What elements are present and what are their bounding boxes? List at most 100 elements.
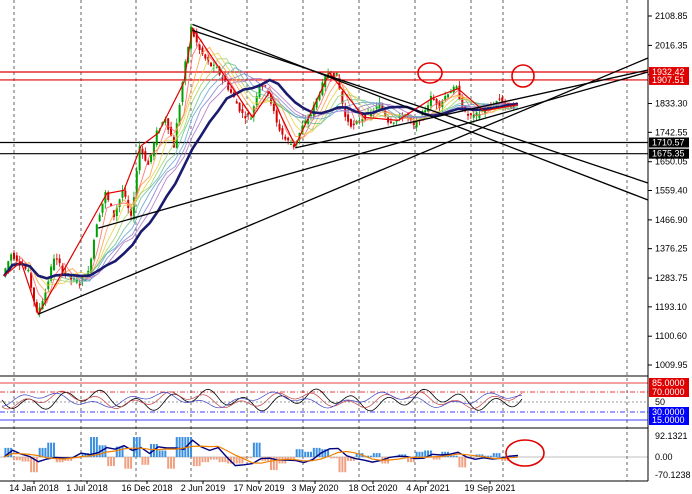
candle-body bbox=[467, 114, 470, 116]
candle-body bbox=[495, 101, 498, 104]
candle-body bbox=[424, 110, 427, 113]
macd-histogram-bar bbox=[335, 457, 338, 459]
macd-histogram-bar bbox=[427, 450, 430, 457]
macd-histogram-bar bbox=[50, 442, 53, 457]
price-panel-bg bbox=[0, 0, 648, 376]
rsi-level-badge bbox=[649, 415, 689, 425]
horizontal-gridlines bbox=[0, 71, 648, 155]
candle-body bbox=[150, 154, 153, 162]
candle-body bbox=[10, 254, 13, 261]
trend-line[interactable] bbox=[192, 29, 649, 184]
highlight-circle[interactable] bbox=[417, 62, 443, 84]
candle-body bbox=[52, 258, 55, 271]
candle-body bbox=[61, 265, 64, 273]
macd-histogram-bar bbox=[181, 437, 184, 457]
candle-body bbox=[95, 224, 98, 238]
x-tick-label: 3 May 2020 bbox=[291, 483, 338, 493]
candle-body bbox=[195, 33, 198, 43]
candle-body bbox=[384, 110, 387, 117]
macd-histogram-bar bbox=[192, 457, 195, 467]
macd-panel-bg bbox=[0, 429, 648, 481]
candle-body bbox=[261, 85, 264, 88]
x-tick-label: 1 Jul 2018 bbox=[66, 483, 108, 493]
candle-body bbox=[210, 62, 213, 67]
macd-histogram-bar bbox=[90, 437, 93, 457]
candle-body bbox=[24, 265, 27, 269]
macd-histogram-bar bbox=[358, 453, 361, 457]
macd-histogram-bar bbox=[138, 437, 141, 457]
macd-histogram-bar bbox=[404, 454, 407, 457]
macd-histogram-bar bbox=[124, 457, 127, 469]
candle-body bbox=[349, 119, 352, 127]
candle-body bbox=[455, 86, 458, 89]
candle-body bbox=[447, 94, 450, 98]
macd-histogram-bar bbox=[118, 446, 121, 457]
rsi-level-label: 70.0000 bbox=[652, 387, 685, 397]
macd-histogram-bar bbox=[412, 457, 415, 463]
candle-body bbox=[172, 136, 175, 148]
macd-histogram-bar bbox=[52, 442, 55, 457]
macd-histogram-bar bbox=[150, 443, 153, 457]
macd-histogram-bar bbox=[269, 457, 272, 471]
macd-histogram-bar bbox=[204, 457, 207, 463]
trend-line[interactable] bbox=[98, 71, 649, 229]
macd-histogram-bar bbox=[70, 457, 73, 461]
candle-body bbox=[501, 97, 504, 103]
candle-body bbox=[338, 77, 341, 90]
macd-histogram-bar bbox=[432, 457, 435, 460]
candle-body bbox=[121, 190, 124, 198]
macd-histogram-bar bbox=[318, 447, 321, 457]
macd-histogram-bar bbox=[449, 455, 452, 457]
macd-histogram-bar bbox=[258, 442, 261, 457]
price-level-badge bbox=[649, 137, 689, 148]
candle-body bbox=[335, 72, 338, 77]
rsi-level-label: 30.0000 bbox=[652, 407, 685, 417]
y-tick-label: 1376.25 bbox=[655, 244, 688, 254]
macd-histogram-bar bbox=[429, 450, 432, 457]
candle-body bbox=[238, 102, 241, 112]
candle-body bbox=[212, 64, 215, 67]
macd-histogram-bar bbox=[55, 457, 58, 463]
macd-histogram-bar bbox=[504, 457, 507, 461]
macd-histogram-bar bbox=[198, 457, 201, 467]
macd-histogram-bar bbox=[489, 455, 492, 457]
x-tick-label: 17 Nov 2019 bbox=[233, 483, 284, 493]
candle-body bbox=[55, 258, 58, 260]
candle-body bbox=[98, 215, 101, 222]
candle-body bbox=[355, 121, 358, 124]
macd-histogram-bar bbox=[324, 449, 327, 457]
candle-body bbox=[252, 106, 255, 117]
candle-body bbox=[312, 104, 315, 117]
macd-histogram-bar bbox=[95, 437, 98, 457]
macd-histogram-bar bbox=[212, 457, 215, 460]
candle-body bbox=[138, 146, 141, 171]
candle-body bbox=[309, 114, 312, 116]
candle-body bbox=[395, 120, 398, 122]
candle-body bbox=[287, 137, 290, 141]
candle-body bbox=[472, 114, 475, 118]
zigzag-line bbox=[3, 26, 519, 316]
highlight-circle[interactable] bbox=[511, 64, 535, 88]
x-tick-label: 2 Jun 2019 bbox=[181, 483, 226, 493]
candle-body bbox=[75, 279, 78, 283]
macd-histogram-bar bbox=[498, 453, 501, 457]
candle-body bbox=[427, 105, 430, 112]
candle-body bbox=[27, 269, 30, 272]
x-tick-label: 16 Dec 2018 bbox=[121, 483, 172, 493]
candle-body bbox=[110, 203, 113, 206]
candle-body bbox=[204, 54, 207, 59]
trend-line[interactable] bbox=[295, 69, 649, 149]
trend-line[interactable] bbox=[192, 23, 649, 201]
macd-histogram-bar bbox=[255, 442, 258, 457]
macd-histogram-bar bbox=[244, 457, 247, 459]
macd-histogram-bar bbox=[32, 457, 35, 473]
candle-body bbox=[167, 118, 170, 130]
macd-histogram-bar bbox=[367, 455, 370, 457]
macd-histogram-bar bbox=[232, 457, 235, 464]
rsi-level-label: 85.0000 bbox=[652, 378, 685, 388]
highlight-circle[interactable] bbox=[505, 439, 545, 467]
candle-body bbox=[378, 102, 381, 111]
macd-histogram-bar bbox=[81, 453, 84, 457]
